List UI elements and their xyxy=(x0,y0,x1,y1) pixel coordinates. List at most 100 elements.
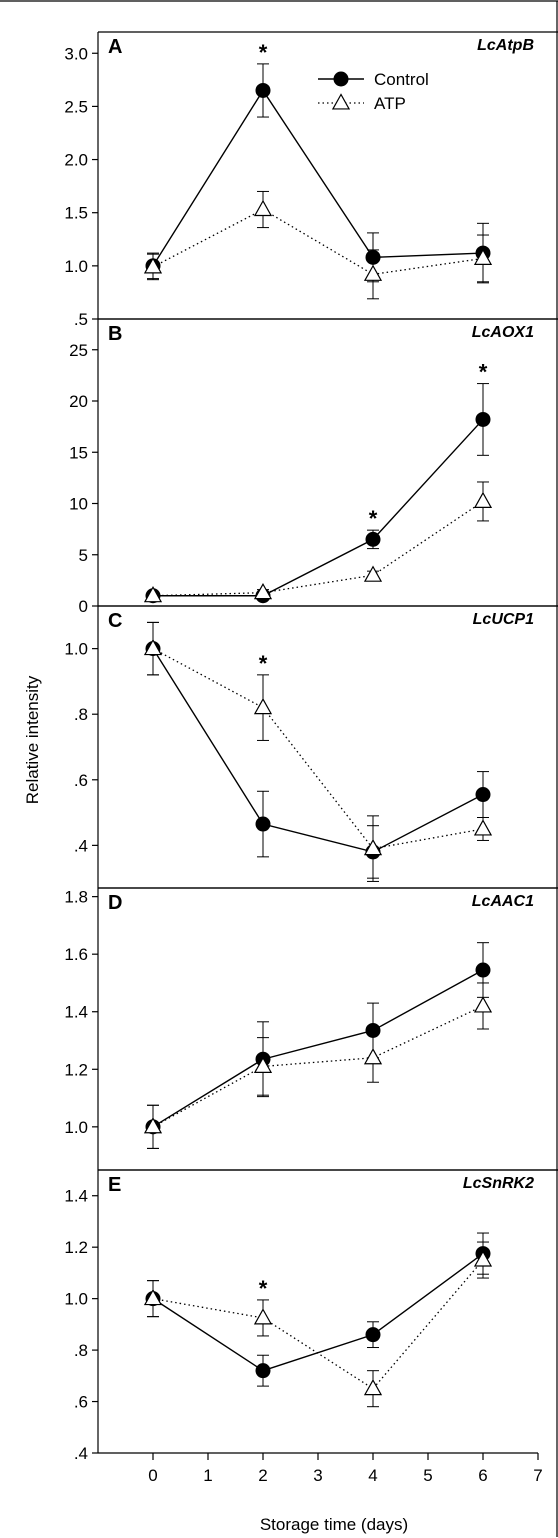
legend-label-atp: ATP xyxy=(374,94,406,113)
marker-atp xyxy=(143,638,163,656)
x-axis-title: Storage time (days) xyxy=(260,1515,408,1534)
gene-label: LcAAC1 xyxy=(472,893,534,910)
marker-control xyxy=(365,1022,381,1038)
y-tick-label: 1.0 xyxy=(64,1290,88,1309)
y-tick-label: 0 xyxy=(79,597,88,616)
marker-atp xyxy=(473,491,493,508)
y-tick-label: 25 xyxy=(69,341,88,360)
marker-atp xyxy=(253,1056,273,1073)
x-tick-label: 7 xyxy=(533,1466,542,1485)
marker-control xyxy=(475,962,491,978)
panel-letter: A xyxy=(108,36,122,58)
y-tick-label: 15 xyxy=(69,443,88,462)
marker-atp xyxy=(363,1378,383,1396)
marker-atp xyxy=(253,582,273,600)
panel-b: 0 5 10 15 20 25 B LcAOX1 * * xyxy=(69,318,558,616)
panel-a: .5 1.0 1.5 2.0 2.5 3.0 A LcAtpB * Control ATP xyxy=(64,31,558,329)
y-tick-label: 2.0 xyxy=(64,151,88,170)
marker-control xyxy=(475,411,491,427)
y-tick-label: 1.6 xyxy=(64,945,88,964)
significance-star: * xyxy=(259,651,268,676)
marker-atp xyxy=(473,996,493,1013)
legend-marker-control xyxy=(333,71,349,87)
marker-atp xyxy=(473,1250,493,1267)
y-tick-label: 20 xyxy=(69,392,88,411)
y-tick-label: 1.8 xyxy=(64,888,88,907)
x-tick-label: 6 xyxy=(478,1466,487,1485)
x-axis: 0 1 2 3 4 5 6 7 xyxy=(148,1453,543,1485)
panel-letter: E xyxy=(108,1174,121,1196)
marker-atp xyxy=(143,586,163,603)
marker-control xyxy=(365,249,381,265)
legend-label-control: Control xyxy=(374,70,429,89)
marker-atp xyxy=(253,697,273,715)
y-tick-label: 1.0 xyxy=(64,640,88,659)
marker-control xyxy=(365,1327,381,1343)
y-tick-label: 1.0 xyxy=(64,1118,88,1137)
y-tick-label: .4 xyxy=(74,1444,88,1463)
significance-star: * xyxy=(259,1276,268,1301)
y-tick-label: 10 xyxy=(69,495,88,514)
series-line-control xyxy=(152,648,484,853)
y-axis-title: Relative intensity xyxy=(23,675,42,804)
x-tick-label: 2 xyxy=(258,1466,267,1485)
series-line-atp xyxy=(152,1259,484,1390)
series-line-control xyxy=(153,418,484,597)
gene-label: LcUCP1 xyxy=(473,611,534,628)
marker-control xyxy=(365,531,381,547)
x-tick-label: 5 xyxy=(423,1466,432,1485)
series-line-atp xyxy=(152,500,484,597)
marker-atp xyxy=(253,199,273,217)
legend: Control ATP xyxy=(318,70,429,113)
gene-label: LcSnRK2 xyxy=(463,1175,534,1192)
series-line-control xyxy=(152,1253,484,1372)
y-tick-label: 1.0 xyxy=(64,257,88,276)
gene-label: LcAOX1 xyxy=(472,324,534,341)
marker-control xyxy=(475,787,491,803)
panel-e: .4 .6 .8 1.0 1.2 1.4 E LcSnRK2 * xyxy=(64,1169,558,1463)
y-tick-label: 1.2 xyxy=(64,1238,88,1257)
series-line-atp xyxy=(152,208,484,276)
marker-atp xyxy=(363,565,383,582)
marker-atp xyxy=(473,248,493,265)
y-tick-label: .5 xyxy=(74,310,88,329)
series-line-control xyxy=(152,89,484,267)
x-tick-label: 4 xyxy=(368,1466,377,1485)
panel-letter: B xyxy=(108,323,122,345)
y-tick-label: 1.4 xyxy=(64,1187,88,1206)
y-tick-label: 1.2 xyxy=(64,1060,88,1079)
marker-control xyxy=(255,82,271,98)
y-tick-label: 1.4 xyxy=(64,1003,88,1022)
marker-atp xyxy=(473,819,493,836)
panel-d: 1.0 1.2 1.4 1.6 1.8 D LcAAC1 xyxy=(64,887,558,1171)
legend-marker-atp xyxy=(331,93,351,110)
marker-control xyxy=(255,1363,271,1379)
marker-atp xyxy=(363,1048,383,1065)
marker-atp xyxy=(143,1288,163,1306)
series-line-atp xyxy=(152,1005,484,1128)
y-tick-label: 3.0 xyxy=(64,44,88,63)
panel-letter: C xyxy=(108,610,122,632)
series-line-atp xyxy=(152,648,484,850)
y-tick-label: .6 xyxy=(74,771,88,790)
significance-star: * xyxy=(259,40,268,65)
panels: .51.01.52.02.53.0 A LcAtpB*ControlATP05101… xyxy=(64,31,558,1485)
y-tick-label: .8 xyxy=(74,1341,88,1360)
y-tick-label: .6 xyxy=(74,1393,88,1412)
marker-atp xyxy=(253,1308,273,1325)
significance-star: * xyxy=(479,360,488,385)
marker-atp xyxy=(363,838,383,856)
y-tick-label: 5 xyxy=(79,546,88,565)
panel-letter: D xyxy=(108,892,122,914)
y-tick-label: .4 xyxy=(74,836,88,855)
gene-label: LcAtpB xyxy=(477,37,534,54)
x-tick-label: 3 xyxy=(313,1466,322,1485)
x-tick-label: 0 xyxy=(148,1466,157,1485)
marker-atp xyxy=(363,264,383,281)
y-tick-label: 1.5 xyxy=(64,204,88,223)
panel-c: .4 .6 .8 1.0 C LcUCP1 * xyxy=(64,605,558,889)
y-tick-label: .8 xyxy=(74,705,88,724)
series-line-control xyxy=(152,969,484,1128)
